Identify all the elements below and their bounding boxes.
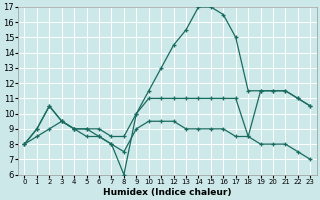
X-axis label: Humidex (Indice chaleur): Humidex (Indice chaleur) [103,188,232,197]
